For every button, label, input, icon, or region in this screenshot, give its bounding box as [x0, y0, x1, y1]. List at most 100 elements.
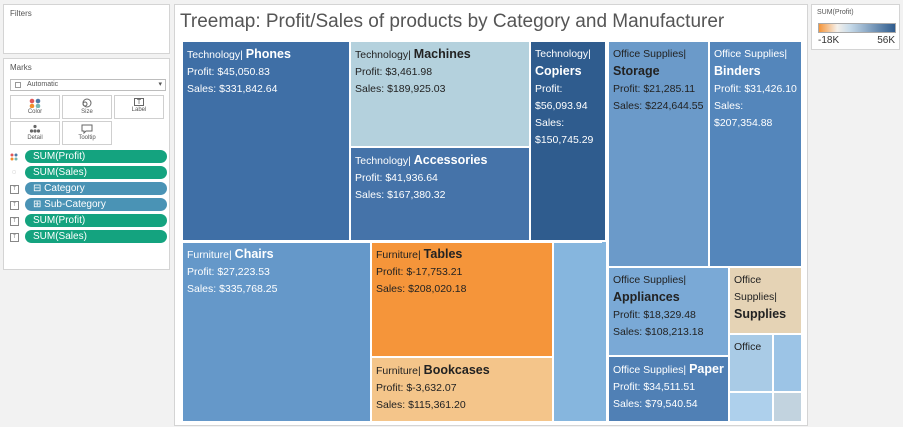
tooltip-button[interactable]: Tooltip [62, 121, 112, 145]
label-icon: T [134, 98, 144, 106]
tile-category: Technology| [535, 48, 591, 60]
label-icon: T [10, 201, 19, 210]
tile-profit: Profit: $-17,753.21 [376, 266, 463, 278]
treemap-tile[interactable] [773, 334, 802, 392]
treemap-tile[interactable]: Furniture| Tables Profit: $-17,753.21 Sale… [371, 241, 553, 357]
treemap-tile[interactable]: Technology| Accessories Profit: $41,936.6… [350, 147, 530, 241]
tile-category: Office Supplies| [613, 48, 687, 60]
tile-subcategory: Appliances [613, 290, 680, 304]
treemap-tile[interactable]: Technology| Machines Profit: $3,461.98 Sal… [350, 41, 530, 147]
legend-max-label: 56K [877, 35, 895, 46]
tile-category: Office Supplies| [613, 274, 687, 286]
treemap-tile[interactable] [553, 241, 608, 422]
color-button[interactable]: Color [10, 95, 60, 119]
sales-size-pill[interactable]: SUM(Sales) [25, 166, 167, 179]
marks-pill-row: SUM(Profit) [10, 150, 168, 164]
tile-category: Supplies| [734, 291, 778, 303]
tile-category: Furniture| [376, 249, 421, 261]
marks-pill-row: T ⊟ Category [10, 182, 168, 196]
tile-sales: $207,354.88 [714, 117, 773, 129]
mark-type-icon [15, 82, 21, 88]
tile-profit: Profit: $-3,632.07 [376, 382, 457, 394]
tooltip-icon [81, 124, 93, 135]
marks-panel: Marks Automatic ▾ Color Size T Label Det… [3, 58, 170, 270]
tile-sales: Sales: $224,644.55 [613, 100, 704, 112]
size-icon: ◌ [11, 169, 17, 176]
tile-subcategory: Copiers [535, 64, 582, 78]
legend-title: SUM(Profit) [817, 9, 854, 16]
filters-title: Filters [10, 9, 32, 18]
tile-profit: Profit: [535, 83, 563, 95]
tile-sales: Sales: [714, 100, 744, 112]
size-icon [81, 98, 93, 108]
tile-subcategory: Binders [714, 64, 761, 78]
detail-button-label: Detail [27, 135, 43, 141]
category-separator [606, 41, 609, 422]
tile-sales: Sales: $331,842.64 [187, 83, 278, 95]
mark-type-dropdown[interactable]: Automatic ▾ [10, 79, 166, 91]
treemap-tile[interactable]: Office Supplies| Supplies [729, 267, 802, 334]
marks-pill-row: T SUM(Profit) [10, 214, 168, 228]
tile-sales: Sales: $208,020.18 [376, 283, 467, 295]
label-button[interactable]: T Label [114, 95, 164, 119]
tile-category: Office [734, 341, 762, 353]
mark-type-value: Automatic [27, 81, 59, 88]
color-dots-icon [29, 98, 41, 109]
tile-sales: Sales: $79,540.54 [613, 398, 698, 410]
tile-profit: $56,093.94 [535, 100, 588, 112]
tile-sales: Sales: [535, 117, 565, 129]
tile-subcategory: Supplies [734, 307, 787, 321]
tile-category: Office Supplies| [613, 364, 687, 376]
chart-panel: Treemap: Profit/Sales of products by Cat… [174, 4, 808, 426]
tile-profit: Profit: $21,285.11 [613, 83, 696, 95]
tile-category: Furniture| [376, 365, 421, 377]
label-icon: T [10, 217, 19, 226]
tile-category: Technology| [355, 49, 411, 61]
treemap-tile[interactable]: Office Supplies| Storage Profit: $21,285.1… [608, 41, 709, 267]
tile-category: Technology| [187, 49, 243, 61]
tile-profit: Profit: $3,461.98 [355, 66, 433, 78]
profit-color-pill[interactable]: SUM(Profit) [25, 150, 167, 163]
sales-label-pill[interactable]: SUM(Sales) [25, 230, 167, 243]
tile-profit: Profit: $41,936.64 [355, 172, 438, 184]
tile-sales: Sales: $167,380.32 [355, 189, 446, 201]
size-button-label: Size [81, 109, 93, 115]
treemap-tile[interactable]: Furniture| Bookcases Profit: $-3,632.07 Sa… [371, 357, 553, 422]
tile-category: Technology| [355, 155, 411, 167]
tooltip-button-label: Tooltip [78, 135, 96, 141]
color-button-label: Color [27, 109, 43, 115]
color-dots-icon [10, 153, 18, 161]
category-label-pill[interactable]: ⊟ Category [25, 182, 167, 195]
tile-subcategory: Tables [423, 247, 463, 261]
tile-category: Office Supplies| [714, 48, 788, 60]
profit-label-pill[interactable]: SUM(Profit) [25, 214, 167, 227]
size-button[interactable]: Size [62, 95, 112, 119]
treemap-tile[interactable]: Office [729, 334, 773, 392]
tile-subcategory: Chairs [234, 247, 274, 261]
treemap-tile[interactable]: Technology| Phones Profit: $45,050.83 Sale… [182, 41, 350, 241]
treemap-tile[interactable]: Technology| Copiers Profit: $56,093.94 Sales… [530, 41, 606, 241]
profit-legend: SUM(Profit) -18K 56K [811, 4, 900, 50]
treemap-tile[interactable]: Office Supplies| Paper Profit: $34,511.51… [608, 356, 729, 422]
label-button-label: Label [131, 107, 147, 113]
marks-pill-row: T SUM(Sales) [10, 230, 168, 244]
tile-subcategory: Storage [613, 64, 660, 78]
detail-button[interactable]: Detail [10, 121, 60, 145]
treemap-tile[interactable]: Office Supplies| Binders Profit: $31,426.1… [709, 41, 802, 267]
treemap-tile[interactable]: Office Supplies| Appliances Profit: $18,32… [608, 267, 729, 356]
filters-panel: Filters [3, 4, 170, 54]
tile-profit: Profit: $31,426.10 [714, 83, 797, 95]
treemap-tile[interactable] [729, 392, 773, 422]
tile-sales: Sales: $335,768.25 [187, 283, 278, 295]
tile-profit: Profit: $45,050.83 [187, 66, 270, 78]
tile-subcategory: Accessories [413, 153, 488, 167]
tile-subcategory: Phones [245, 47, 291, 61]
tile-profit: Profit: $34,511.51 [613, 381, 696, 393]
tile-subcategory: Machines [413, 47, 471, 61]
treemap-tile[interactable]: Furniture| Chairs Profit: $27,223.53 Sales… [182, 241, 371, 422]
tile-profit: Profit: $18,329.48 [613, 309, 696, 321]
subcategory-label-pill[interactable]: ⊞ Sub-Category [25, 198, 167, 211]
chart-title: Treemap: Profit/Sales of products by Cat… [180, 11, 725, 32]
tile-sales: Sales: $108,213.18 [613, 326, 704, 338]
treemap-tile[interactable] [773, 392, 802, 422]
